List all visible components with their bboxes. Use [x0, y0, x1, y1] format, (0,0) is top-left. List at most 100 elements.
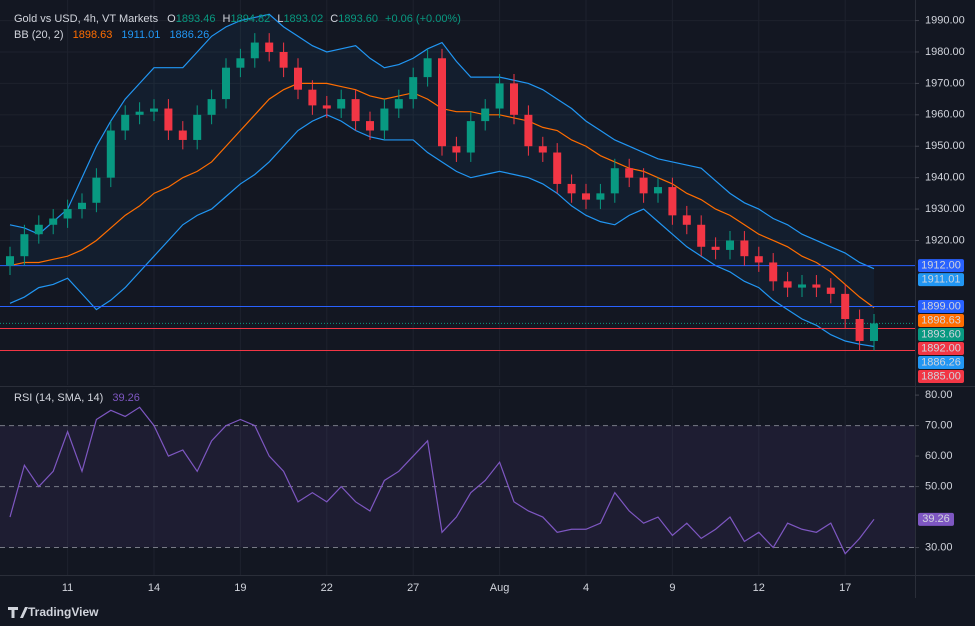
price-label: 1911.01: [922, 274, 961, 286]
candle-body: [826, 287, 835, 294]
candle-body: [92, 177, 101, 203]
price-label-box: [918, 327, 964, 341]
candle-body: [121, 114, 130, 131]
candle-body: [870, 323, 878, 342]
ohlc-value: 1893.46: [176, 13, 216, 25]
price-label: 1912.00: [921, 260, 961, 272]
x-tick-label: Aug: [490, 582, 510, 594]
price-label-box: [918, 273, 964, 287]
price-label-box: [918, 313, 964, 327]
candle-body: [438, 58, 446, 147]
bb-lower: [9, 114, 875, 348]
y-tick-label: 1960.00: [925, 109, 965, 121]
rsi-tick-label: 60.00: [925, 450, 953, 462]
bb-value: 1898.63: [73, 29, 113, 41]
change: +0.06 (+0.00%): [385, 13, 461, 25]
candle-body: [207, 99, 216, 115]
candle-body: [380, 108, 389, 131]
x-tick-label: 12: [753, 582, 765, 594]
ohlc-key: L: [277, 13, 283, 25]
price-label: 1892.00: [921, 342, 961, 354]
candle-body: [193, 114, 202, 140]
price-label-box: [918, 369, 964, 383]
rsi-tick-label: 30.00: [925, 541, 953, 553]
candle-body: [279, 51, 288, 68]
bb-value: 1886.26: [169, 29, 209, 41]
brand: TradingView: [28, 605, 99, 619]
candle-body: [495, 83, 504, 109]
candle-body: [524, 114, 533, 147]
candle-body: [510, 83, 518, 115]
candle-body: [697, 224, 706, 247]
candle-body: [481, 108, 490, 122]
candle-body: [567, 183, 576, 194]
bb-value: 1911.01: [121, 29, 160, 41]
price-label-box: [918, 341, 964, 355]
candle-body: [582, 193, 590, 200]
rsi-tick-label: 80.00: [925, 389, 953, 401]
candle-body: [769, 262, 778, 282]
rsi-last-label: 39.26: [922, 513, 950, 525]
price-label-box: [918, 299, 964, 313]
candle-body: [553, 152, 562, 184]
candle-body: [668, 187, 677, 216]
candle-body: [366, 121, 374, 131]
price-label: 1886.26: [921, 356, 961, 368]
plot-layer: 1990.001980.001970.001960.001950.001940.…: [0, 0, 965, 594]
candle-body: [308, 89, 317, 106]
price-label: 1893.60: [921, 328, 961, 340]
price-label: 1885.00: [921, 370, 961, 382]
y-tick-label: 1980.00: [925, 46, 965, 58]
y-tick-label: 1920.00: [925, 234, 965, 246]
ohlc-key: C: [330, 13, 338, 25]
price-label-box: [918, 355, 964, 369]
candle-body: [106, 130, 115, 178]
candle-body: [783, 281, 792, 288]
candle-body: [452, 146, 461, 153]
bb-legend: BB (20, 2) 1898.63 1911.01 1886.26: [14, 29, 209, 41]
candle-body: [812, 284, 821, 288]
candle-body: [726, 240, 734, 250]
x-tick-label: 22: [321, 582, 333, 594]
rsi-last-box: [918, 512, 954, 526]
candle-body: [322, 105, 331, 109]
rsi-line: [9, 406, 875, 555]
header: Gold vs USD, 4h, VT Markets O1893.46 H18…: [14, 13, 461, 25]
ohlc-value: 1893.02: [283, 13, 323, 25]
candle-body: [265, 42, 274, 52]
y-tick-label: 1950.00: [925, 140, 965, 152]
price-label: 1899.00: [921, 300, 961, 312]
candle-body: [78, 202, 86, 210]
candle-body: [654, 187, 662, 194]
candle-body: [164, 108, 173, 131]
candle-body: [49, 218, 58, 225]
footer-logo: TradingView: [8, 605, 99, 619]
y-tick-label: 1930.00: [925, 203, 965, 215]
candle-body: [682, 215, 691, 225]
candle-body: [610, 168, 619, 194]
title: Gold vs USD, 4h, VT Markets: [14, 13, 159, 25]
candle-body: [63, 209, 72, 219]
candle-body: [394, 99, 403, 109]
candle-body: [625, 168, 634, 178]
x-tick-label: 17: [839, 582, 851, 594]
candle-body: [351, 99, 360, 122]
price-label: 1898.63: [921, 314, 961, 326]
candle-body: [20, 234, 29, 257]
candle-body: [596, 193, 605, 200]
candle-body: [855, 319, 864, 342]
candle-body: [6, 256, 14, 266]
candle-body: [754, 256, 763, 263]
candle-body: [337, 99, 346, 109]
y-tick-label: 1970.00: [925, 77, 965, 89]
ohlc-key: O: [167, 13, 176, 25]
price-label-box: [918, 259, 964, 273]
x-tick-label: 11: [62, 582, 73, 594]
candle-body: [841, 293, 850, 320]
candle-body: [538, 146, 547, 153]
candle-body: [740, 240, 749, 257]
candle-body: [409, 77, 418, 100]
x-tick-label: 9: [669, 582, 675, 594]
rsi-band: [0, 425, 915, 548]
